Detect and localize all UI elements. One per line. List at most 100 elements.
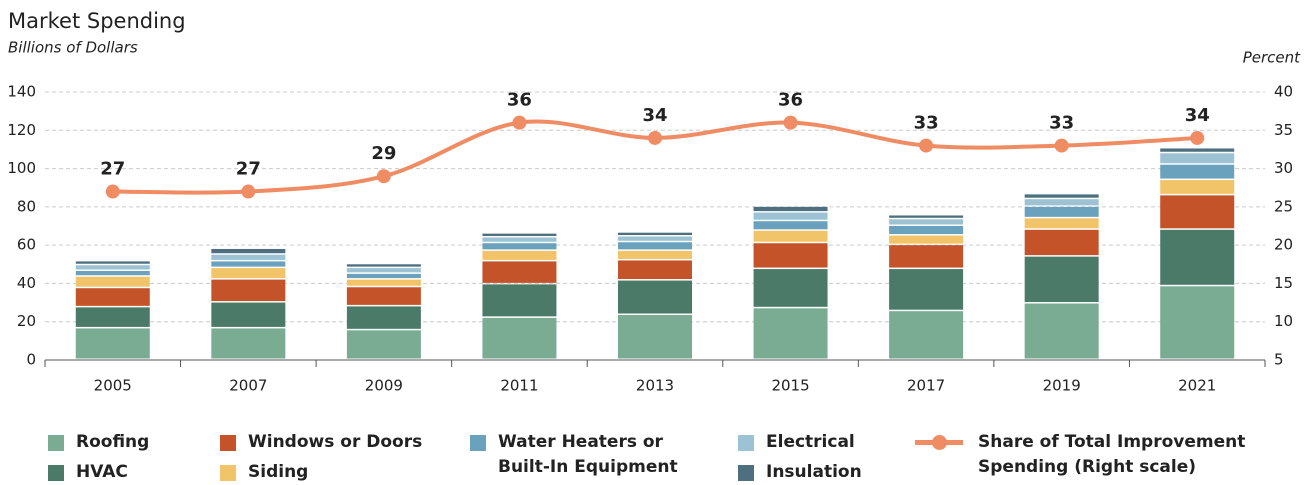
bar-segment [1024,256,1099,303]
bar-segment [75,276,150,287]
bar-segment [1160,195,1235,229]
bar-segment [1024,206,1099,217]
legend-label: Water Heaters or Built-In Equipment [498,432,678,477]
bar-segment [346,287,421,305]
data-label: 29 [371,143,396,164]
x-tick-label: 2007 [229,377,267,395]
bar-segment [346,273,421,279]
bar-segment [1160,180,1235,194]
bar-segment [1024,303,1099,359]
legend-marker [932,434,947,450]
data-label: 34 [1185,105,1210,126]
y2-tick-label: 35 [1274,121,1293,139]
bar-segment [211,279,286,302]
legend-swatch [738,435,754,451]
bar-segment [889,245,964,268]
legend-swatch [470,435,486,451]
legend-label: Siding [248,462,309,482]
data-label: 36 [507,90,532,111]
bar-segment [618,280,692,314]
legend-swatch [220,465,236,481]
bar-segment [889,226,964,235]
y2-tick-label: 40 [1274,83,1293,101]
bar-segment [482,237,557,242]
x-tick-label: 2005 [94,377,132,395]
x-tick-label: 2009 [365,377,403,395]
bar-segment [1160,229,1235,285]
y-tick-label: 100 [7,159,36,177]
bar-segment [753,206,828,212]
legend-label: Electrical [766,432,855,452]
x-tick-label: 2011 [500,377,538,395]
legend-swatch [48,435,64,451]
x-tick-label: 2021 [1178,377,1216,395]
legend-swatch [220,435,236,451]
bar-segment [618,242,692,250]
x-tick-label: 2019 [1043,377,1081,395]
point [512,115,527,130]
bar-segment [1024,229,1099,256]
bar-segment [753,243,828,268]
bar-segment [1160,164,1235,179]
bar-segment [753,221,828,230]
point [648,130,662,145]
point [241,184,256,199]
bar-segment [1160,153,1235,164]
bar-segment [753,269,828,307]
y2-tick-label: 25 [1274,197,1293,215]
bar-segment [211,261,286,267]
y2-tick-label: 5 [1274,351,1284,369]
bar-segment [346,330,421,359]
legend-swatch [738,465,754,481]
legend-label: HVAC [76,462,128,482]
bar-segment [618,250,692,259]
data-label: 33 [914,113,939,134]
bar-segment [346,268,421,273]
y-tick-label: 20 [17,312,36,330]
data-label: 27 [100,159,125,180]
bar-segment [482,233,557,236]
bar-segment [753,212,828,220]
point [1054,138,1069,153]
bar-segment [889,219,964,225]
x-tick-label: 2013 [636,377,674,395]
bar-segment [753,230,828,242]
bar-segment [75,261,150,264]
bar-segment [889,311,964,359]
bar-segment [75,307,150,327]
bar-segment [753,308,828,359]
point [919,138,934,153]
data-label: 34 [642,105,667,126]
bar-segment [211,302,286,327]
bar-segment [618,315,692,359]
point [376,169,391,184]
y2-tick-label: 10 [1274,312,1293,330]
data-label: 33 [1049,113,1074,134]
y-tick-label: 60 [17,236,36,254]
point [783,115,798,130]
y2-tick-label: 20 [1274,236,1293,254]
point [105,184,120,199]
y2-axis-label: Percent [1243,49,1301,67]
bar-segment [1160,286,1235,359]
bar-segment [618,232,692,236]
bar-segment [75,328,150,359]
data-label: 27 [236,159,261,180]
bar-segment [482,261,557,283]
bar-segment [889,215,964,218]
chart-title: Market Spending [8,9,186,33]
legend-label: Share of Total Improvement Spending (Rig… [978,432,1246,477]
bar-segment [346,279,421,286]
x-tick-label: 2017 [907,377,945,395]
legend-label: Insulation [766,462,862,482]
point [1190,130,1205,145]
bar-segment [1024,218,1099,229]
y-tick-label: 120 [7,121,36,139]
bar-segment [75,265,150,270]
y-tick-label: 80 [17,197,36,215]
bar-segment [618,236,692,241]
bar-segment [346,264,421,267]
bar-segment [482,317,557,359]
